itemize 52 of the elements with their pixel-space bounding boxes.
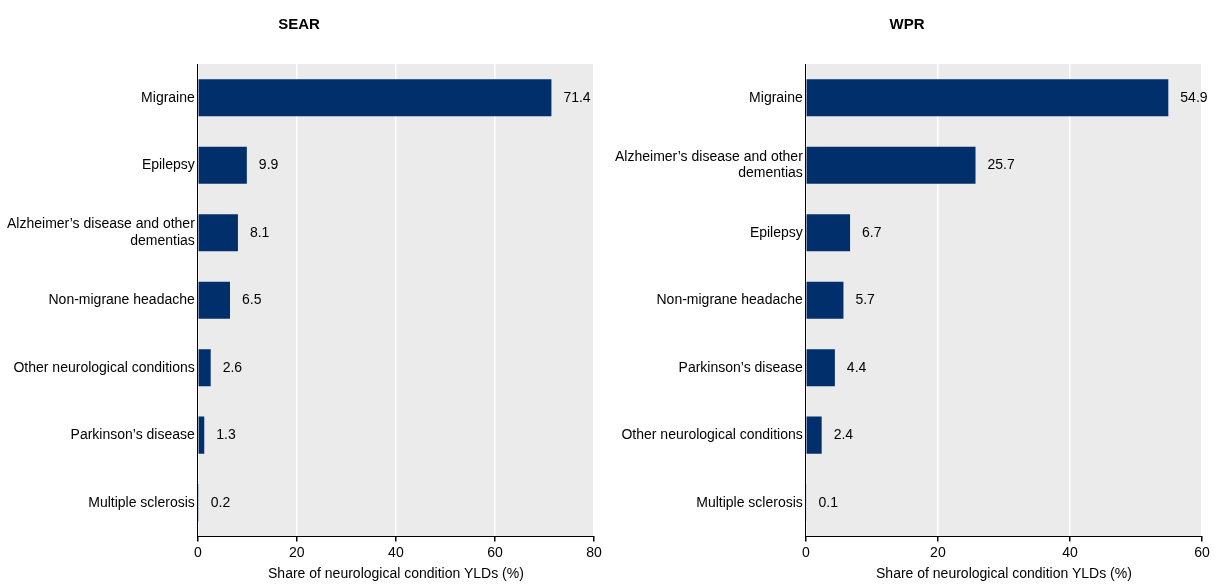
data-label: 6.7 (862, 223, 882, 240)
data-label: 1.3 (216, 426, 236, 443)
x-tick-label: 20 (289, 543, 305, 560)
bar (198, 281, 230, 319)
y-tick-label: Alzheimer’s disease and other dementias (615, 147, 804, 181)
y-tick-label: Multiple sclerosis (696, 493, 803, 510)
bar (806, 146, 976, 184)
bar (198, 146, 247, 184)
x-tick-label: 0 (801, 543, 810, 560)
data-label: 6.5 (242, 291, 262, 308)
y-tick-label: Epilepsy (141, 156, 195, 173)
y-tick-label: Non-migrane headache (48, 291, 196, 308)
bar (198, 349, 211, 387)
data-label: 25.7 (987, 156, 1015, 173)
x-axis-title: Share of neurological condition YLDs (%) (876, 565, 1132, 582)
x-tick-label: 60 (1194, 543, 1210, 560)
x-tick-label: 60 (487, 543, 503, 560)
bar (198, 214, 238, 252)
chart-title: WPR (889, 15, 925, 33)
x-tick-label: 40 (388, 543, 404, 560)
data-label: 2.6 (222, 358, 243, 375)
x-tick-label: 0 (193, 543, 202, 560)
chart-title: SEAR (278, 15, 320, 33)
y-tick-label: Parkinson’s disease (70, 426, 196, 443)
data-label: 9.9 (258, 156, 279, 173)
y-tick-label: Migraine (141, 88, 196, 105)
bar (806, 349, 835, 387)
y-tick-label: Other neurological conditions (13, 358, 195, 375)
bar (806, 214, 851, 252)
x-axis-title: Share of neurological condition YLDs (%) (268, 565, 524, 582)
data-label: 0.1 (818, 493, 839, 510)
bar (198, 79, 552, 117)
data-label: 54.9 (1180, 88, 1208, 105)
x-tick-label: 20 (930, 543, 946, 560)
bar (806, 416, 822, 454)
data-label: 2.4 (833, 426, 854, 443)
y-tick-label: Multiple sclerosis (88, 493, 195, 510)
y-tick-label: Migraine (749, 88, 804, 105)
y-tick-label: Other neurological conditions (621, 426, 803, 443)
data-label: 4.4 (846, 358, 867, 375)
y-tick-label: Non-migrane headache (656, 291, 804, 308)
y-tick-label: Parkinson’s disease (678, 358, 804, 375)
y-tick-label: Epilepsy (749, 223, 803, 240)
bar (806, 79, 1169, 117)
x-tick-label: 80 (586, 543, 602, 560)
bar (806, 281, 844, 319)
data-label: 0.2 (210, 493, 231, 510)
data-label: 8.1 (249, 223, 270, 240)
data-label: 5.7 (855, 291, 876, 308)
data-label: 71.4 (563, 88, 591, 105)
y-tick-label: Alzheimer’s disease and other dementias (7, 215, 196, 248)
x-tick-label: 40 (1062, 543, 1078, 560)
